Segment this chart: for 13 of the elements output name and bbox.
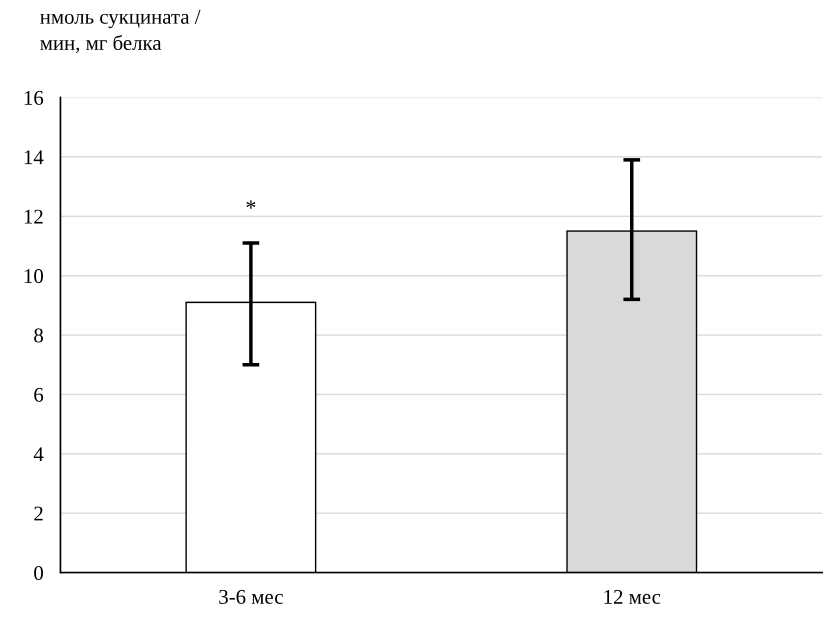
y-axis-title: нмоль сукцината / мин, мг белка: [40, 10, 201, 54]
y-tick-label: 0: [34, 566, 43, 580]
y-tick-label: 14: [24, 150, 44, 164]
y-tick-label: 8: [34, 328, 43, 342]
annotation: *: [246, 200, 256, 209]
y-tick-label: 4: [34, 447, 44, 462]
x-tick-label: 12 мес: [604, 590, 660, 604]
y-tick-label: 16: [24, 90, 44, 105]
y-tick-label: 12: [24, 210, 43, 224]
y-tick-label: 10: [24, 269, 43, 284]
x-tick-label: 3-6 мес: [219, 590, 283, 604]
y-tick-label: 6: [34, 388, 44, 402]
y-tick-label: 2: [34, 506, 43, 520]
